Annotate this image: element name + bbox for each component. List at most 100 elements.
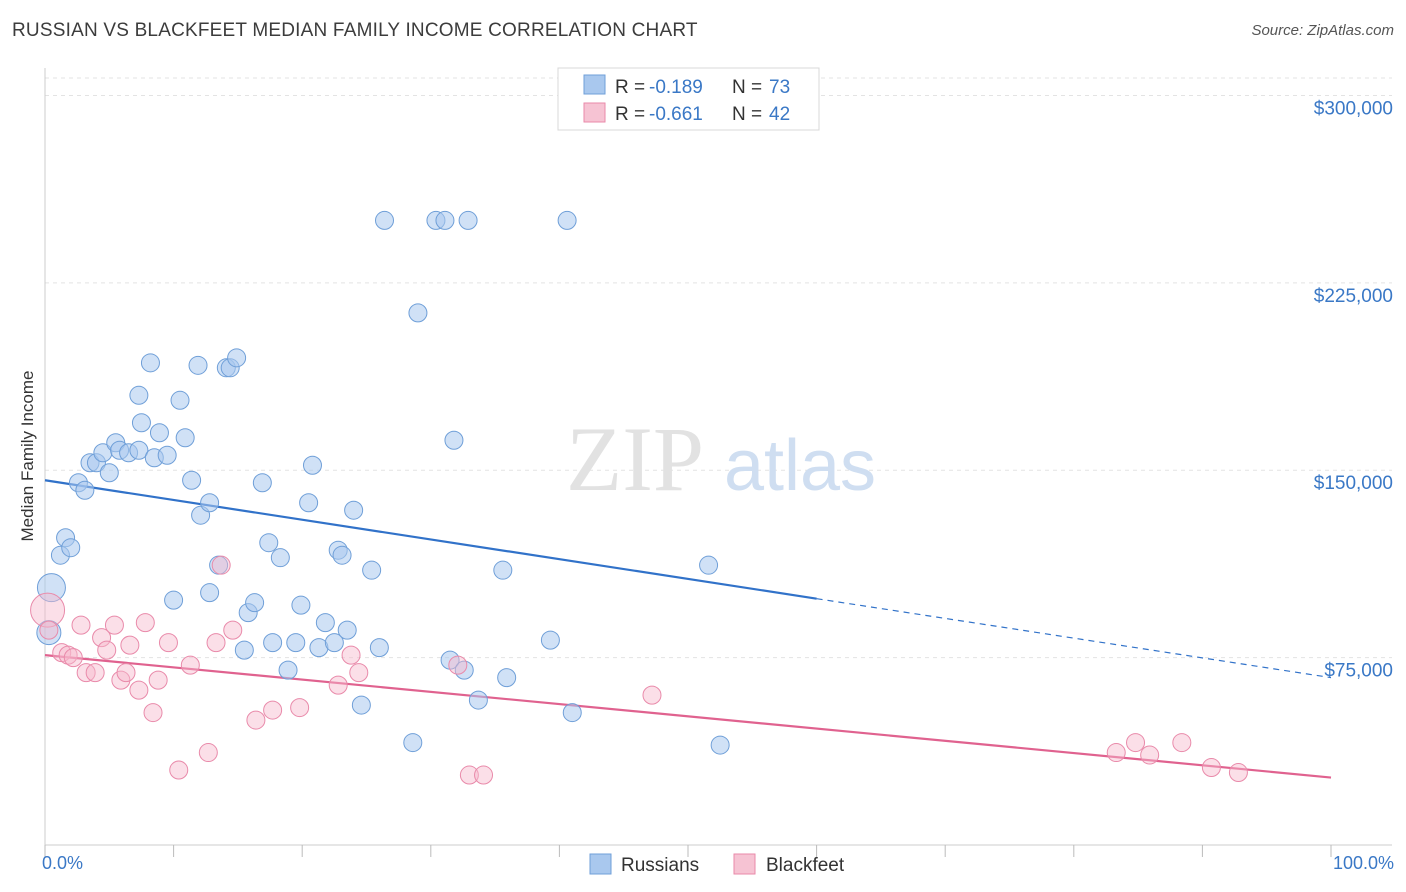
russians-point bbox=[699, 555, 719, 575]
blackfeet-point bbox=[58, 645, 78, 665]
y-tick-label: $300,000 bbox=[1314, 98, 1393, 119]
blackfeet-point bbox=[92, 628, 112, 648]
legend-n-label: N = bbox=[732, 104, 762, 125]
tick-labels: $75,000 $150,000 $225,000 $300,000 0.0% 100.0… bbox=[42, 98, 1394, 873]
blackfeet-point bbox=[198, 743, 218, 763]
y-axis-title: Median Family Income bbox=[18, 370, 37, 541]
russians-point bbox=[497, 668, 517, 688]
blackfeet-point bbox=[148, 670, 168, 690]
y-tick-label: $225,000 bbox=[1314, 286, 1393, 307]
russians-point bbox=[149, 423, 169, 443]
blackfeet-point bbox=[246, 710, 266, 730]
legend-r-label: R = bbox=[615, 104, 645, 125]
blackfeet-point bbox=[1126, 733, 1146, 753]
russians-point bbox=[332, 545, 352, 565]
russians-point bbox=[36, 573, 66, 603]
blackfeet-point bbox=[143, 703, 163, 723]
source-label: Source: ZipAtlas.com bbox=[1251, 22, 1394, 39]
legend-n-value: 73 bbox=[769, 77, 790, 98]
russians-point bbox=[454, 660, 474, 680]
legend-label-blackfeet: Blackfeet bbox=[766, 855, 845, 876]
x-tick-label: 100.0% bbox=[1333, 853, 1394, 873]
watermark: ZIP atlas bbox=[566, 408, 876, 510]
blackfeet-point bbox=[223, 620, 243, 640]
russians-trend-line bbox=[44, 479, 817, 600]
blackfeet-point bbox=[474, 765, 494, 785]
grid-lines bbox=[45, 77, 1392, 659]
legend-swatch-russians bbox=[583, 74, 606, 95]
russians-point bbox=[129, 440, 149, 460]
russians-point bbox=[175, 428, 195, 448]
russians-point bbox=[278, 660, 298, 680]
blackfeet-point bbox=[169, 760, 189, 780]
russians-point bbox=[324, 633, 344, 653]
blackfeet-point bbox=[211, 555, 231, 575]
legend-swatch-russians bbox=[589, 853, 612, 875]
watermark-atlas: atlas bbox=[724, 426, 876, 506]
russians-point bbox=[164, 590, 184, 610]
russians-point bbox=[245, 593, 265, 613]
legend-row-russians: R = -0.189 N = 73 bbox=[583, 74, 790, 98]
russians-point bbox=[444, 430, 464, 450]
russians-point bbox=[351, 695, 371, 715]
y-tick-label: $75,000 bbox=[1324, 661, 1393, 682]
russians-trend-extension bbox=[816, 598, 1332, 679]
russians-point bbox=[362, 560, 382, 580]
blackfeet-point bbox=[158, 633, 178, 653]
russians-point bbox=[337, 620, 357, 640]
legend-swatch-blackfeet bbox=[583, 102, 606, 123]
blackfeet-point bbox=[30, 592, 66, 628]
russians-point bbox=[227, 348, 247, 368]
axes bbox=[44, 68, 1392, 857]
russians-point bbox=[200, 583, 220, 603]
russians-point bbox=[286, 633, 306, 653]
russians-point bbox=[99, 463, 119, 483]
trend-lines bbox=[44, 479, 1332, 779]
russians-point bbox=[182, 470, 202, 490]
legend-n-value: 42 bbox=[769, 104, 790, 125]
blackfeet-point bbox=[1172, 733, 1192, 753]
russians-point bbox=[234, 640, 254, 660]
russians-point bbox=[540, 630, 560, 650]
legend-label-russians: Russians bbox=[621, 855, 699, 876]
blackfeet-point bbox=[263, 700, 283, 720]
blackfeet-point bbox=[120, 635, 140, 655]
legend-row-blackfeet: R = -0.661 N = 42 bbox=[583, 102, 790, 125]
y-tick-label: $150,000 bbox=[1314, 473, 1393, 494]
russians-point bbox=[263, 633, 283, 653]
russians-point bbox=[270, 548, 290, 568]
blackfeet-point bbox=[180, 655, 200, 675]
legend-r-value: -0.661 bbox=[649, 104, 703, 125]
blackfeet-point bbox=[448, 655, 468, 675]
russians-point bbox=[302, 455, 322, 475]
russians-point bbox=[344, 500, 364, 520]
blackfeet-point bbox=[642, 685, 662, 705]
russians-point bbox=[403, 733, 423, 753]
blackfeet-point bbox=[349, 663, 369, 683]
x-tick-label: 0.0% bbox=[42, 853, 83, 873]
legend-swatch-blackfeet bbox=[733, 853, 756, 875]
russians-point bbox=[299, 493, 319, 513]
blackfeet-point bbox=[104, 615, 124, 635]
blackfeet-point bbox=[328, 675, 348, 695]
stats-legend: R = -0.189 N = 73 R = -0.661 N = 42 bbox=[557, 67, 820, 131]
blackfeet-point bbox=[206, 633, 226, 653]
blackfeet-point bbox=[39, 620, 59, 640]
blackfeet-point bbox=[341, 645, 361, 665]
blackfeet-point bbox=[63, 648, 83, 668]
russians-point bbox=[458, 210, 478, 230]
russians-point bbox=[493, 560, 513, 580]
blackfeet-point bbox=[459, 765, 479, 785]
blackfeet-trend-line bbox=[44, 654, 1332, 779]
series-legend: Russians Blackfeet bbox=[589, 853, 845, 876]
legend-r-label: R = bbox=[615, 77, 645, 98]
russians-point bbox=[131, 413, 151, 433]
blackfeet-point bbox=[116, 663, 136, 683]
legend-r-value: -0.189 bbox=[649, 77, 703, 98]
blackfeet-point bbox=[290, 698, 310, 718]
russians-point bbox=[291, 595, 311, 615]
russians-point bbox=[408, 303, 428, 323]
russians-point bbox=[170, 390, 190, 410]
russians-point bbox=[315, 613, 335, 633]
